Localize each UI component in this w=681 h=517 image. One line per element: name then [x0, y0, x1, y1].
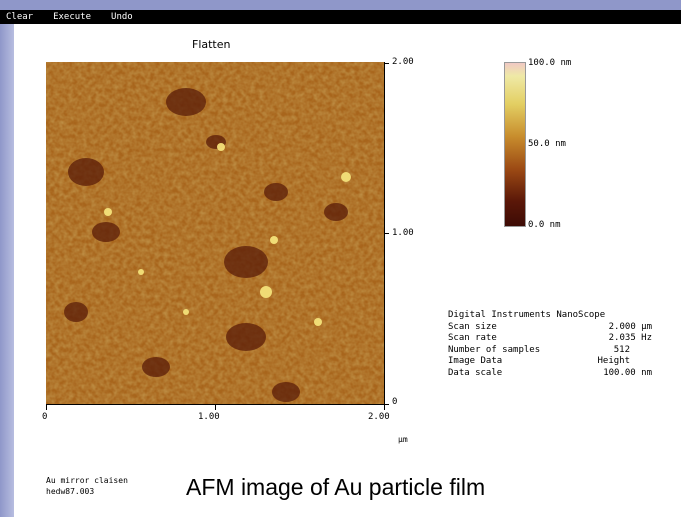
- colorbar-top-label: 100.0 nm: [528, 58, 572, 68]
- scan-info-header: Digital Instruments NanoScope: [448, 310, 606, 320]
- menu-clear[interactable]: Clear: [6, 12, 34, 22]
- scan-info-value: 2.035 Hz: [608, 333, 652, 343]
- afm-height-image: [46, 62, 384, 404]
- x-tick-label-left: 0: [42, 412, 48, 422]
- scan-info-value: 2.000 µm: [608, 321, 652, 332]
- scan-info-value: 100.00 nm: [603, 367, 652, 378]
- scan-info-row: Number of samples 512: [448, 345, 652, 357]
- y-tick-bottom: [384, 404, 389, 405]
- y-tick-top: [384, 63, 389, 64]
- scan-info-row: Scan rate 2.035 Hz: [448, 333, 652, 345]
- x-tick-label-mid: 1.00: [198, 412, 220, 422]
- x-tick-label-right: 2.00: [368, 412, 390, 422]
- x-axis-line: [46, 404, 384, 405]
- menu-undo[interactable]: Undo: [111, 12, 133, 22]
- y-tick-mid: [384, 233, 389, 234]
- sample-name: Au mirror claisen: [46, 476, 128, 485]
- colorbar-mid-label: 50.0 nm: [528, 139, 566, 149]
- y-tick-label-mid: 1.00: [392, 228, 414, 238]
- x-tick-right: [384, 405, 385, 410]
- menu-bar: Clear Execute Undo: [0, 10, 681, 24]
- scan-info-label: Data scale: [448, 367, 503, 378]
- scan-info-value: 512: [613, 344, 630, 355]
- x-axis-unit: µm: [398, 435, 408, 444]
- scan-info-row: Scan size 2.000 µm: [448, 322, 652, 334]
- left-frame-bar: [0, 0, 14, 517]
- scan-info-label: Scan size: [448, 321, 497, 332]
- scan-info-panel: Digital Instruments NanoScope Scan size …: [448, 310, 652, 379]
- y-tick-label-bottom: 0: [392, 397, 398, 407]
- y-tick-label-top: 2.00: [392, 57, 414, 67]
- slide-caption: AFM image of Au particle film: [186, 474, 486, 500]
- image-title: Flatten: [192, 38, 231, 51]
- sample-file: hedw87.003: [46, 487, 95, 496]
- scan-info-label: Number of samples: [448, 344, 541, 355]
- x-tick-mid: [215, 405, 216, 410]
- height-colorbar: [504, 62, 526, 227]
- colorbar-bottom-label: 0.0 nm: [528, 220, 561, 230]
- menu-execute[interactable]: Execute: [53, 12, 92, 22]
- x-tick-left: [46, 405, 47, 410]
- scan-info-value: Height: [597, 356, 630, 366]
- scan-info-row: Data scale 100.00 nm: [448, 368, 652, 380]
- window-top-bar: Clear Execute Undo: [0, 0, 681, 24]
- scan-info-label: Scan rate: [448, 333, 497, 343]
- scan-info-label: Image Data: [448, 356, 503, 366]
- scan-info-row: Image Data Height: [448, 356, 652, 368]
